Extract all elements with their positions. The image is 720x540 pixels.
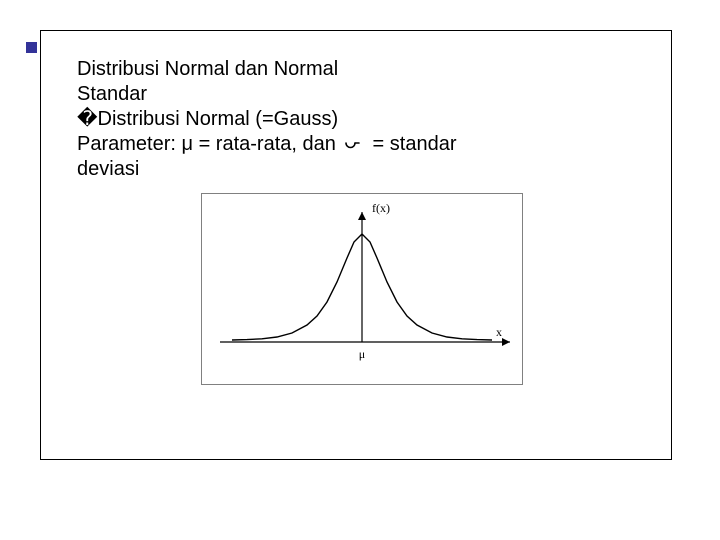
y-axis-arrow-icon [358, 212, 366, 220]
param-prefix: Parameter: μ = rata-rata, dan [77, 133, 341, 155]
content-box: Distribusi Normal dan Normal Standar �Di… [40, 30, 672, 460]
fx-label: f(x) [372, 201, 390, 215]
slide: Distribusi Normal dan Normal Standar �Di… [0, 0, 720, 540]
mu-label: μ [359, 347, 365, 361]
bullet-marker [26, 40, 37, 51]
x-axis-label: x [496, 325, 502, 339]
x-axis-arrow-icon [502, 338, 510, 346]
title-line-2: Standar [77, 82, 635, 107]
title-line-1: Distribusi Normal dan Normal [77, 57, 635, 82]
param-last-line: deviasi [77, 157, 635, 182]
parameter-line: Parameter: μ = rata-rata, dan = standar [77, 132, 635, 157]
normal-curve-chart: f(x) x μ [201, 193, 523, 385]
normal-curve-svg: f(x) x μ [202, 194, 522, 384]
bullet-line: �Distribusi Normal (=Gauss) [77, 107, 635, 132]
sigma-icon [341, 132, 361, 157]
param-suffix: = standar [361, 133, 456, 155]
text-block: Distribusi Normal dan Normal Standar �Di… [77, 57, 635, 182]
